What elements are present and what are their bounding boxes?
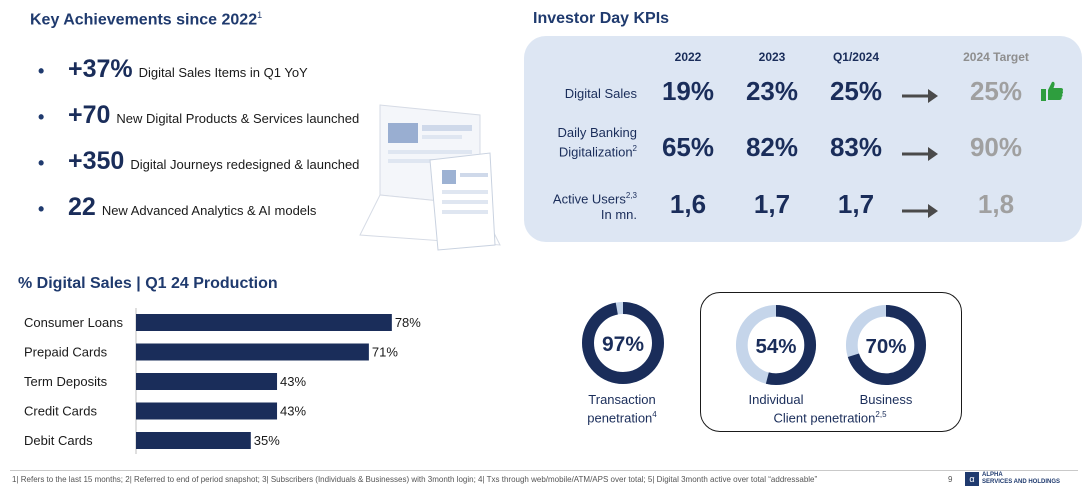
donut-value-label: 97% bbox=[602, 333, 644, 356]
kpi-value: 25% bbox=[829, 76, 883, 106]
page-number: 9 bbox=[948, 475, 953, 484]
arrow-right-icon bbox=[902, 147, 938, 161]
kpi-value: 1,6 bbox=[669, 189, 707, 219]
donut-value-label: 70% bbox=[865, 335, 906, 358]
achievement-item: • +350 Digital Journeys redesigned & lau… bbox=[38, 147, 360, 175]
thumbs-up-icon bbox=[1041, 81, 1064, 101]
achievement-item: • +70 New Digital Products & Services la… bbox=[38, 101, 360, 129]
data-label: 43% bbox=[280, 404, 306, 419]
category-label: Prepaid Cards bbox=[24, 345, 108, 360]
bullet-icon: • bbox=[38, 61, 45, 81]
alpha-logo-icon: α bbox=[965, 472, 979, 486]
donut-fill bbox=[735, 304, 817, 386]
data-label: 35% bbox=[254, 433, 280, 448]
kpi-panel bbox=[524, 36, 1082, 242]
data-label: 43% bbox=[280, 374, 306, 389]
laptop-illustration bbox=[359, 104, 501, 251]
bullet-icon: • bbox=[38, 153, 45, 173]
bullet-icon: • bbox=[38, 107, 45, 127]
kpi-target-value: 25% bbox=[969, 76, 1023, 106]
achievements-title: Key Achievements since 20221 bbox=[30, 10, 263, 29]
kpi-col-target: 2024 Target bbox=[963, 50, 1029, 64]
kpi-row-label: Daily Banking Digitalization2 bbox=[557, 125, 638, 160]
achievements-list: • +37% Digital Sales Items in Q1 YoY • +… bbox=[38, 55, 388, 239]
digital-sales-bar-chart: Consumer Loans 78% Prepaid Cards 71% Term De… bbox=[24, 308, 421, 454]
donut-value-label: 54% bbox=[755, 335, 796, 358]
data-label: 78% bbox=[395, 315, 421, 330]
kpi-col-2022: 2022 bbox=[674, 50, 702, 64]
alpha-logo: α ALPHA SERVICES AND HOLDINGS bbox=[965, 472, 1060, 486]
kpi-value: 82% bbox=[745, 132, 799, 162]
client-penetration-caption: Client penetration2,5 bbox=[773, 410, 887, 426]
kpi-value: 83% bbox=[829, 132, 883, 162]
kpi-col-2023: 2023 bbox=[758, 50, 786, 64]
kpi-row-label: Digital Sales bbox=[564, 86, 637, 101]
kpi-value: 1,7 bbox=[753, 189, 791, 219]
business-caption: Business bbox=[859, 392, 913, 407]
donut-fill bbox=[845, 304, 927, 386]
category-label: Consumer Loans bbox=[24, 315, 123, 330]
client-penetration-box bbox=[700, 292, 962, 432]
arrow-right-icon bbox=[902, 204, 938, 218]
kpi-col-q1-2024: Q1/2024 bbox=[832, 50, 880, 64]
alpha-logo-text: ALPHA SERVICES AND HOLDINGS bbox=[982, 472, 1061, 485]
achievement-item: • +37% Digital Sales Items in Q1 YoY bbox=[38, 55, 308, 83]
bar bbox=[136, 402, 278, 420]
transaction-penetration-donut: 97% bbox=[582, 302, 664, 384]
individual-caption: Individual bbox=[748, 392, 804, 407]
kpis-title: Investor Day KPIs bbox=[533, 10, 670, 27]
kpi-value: 1,7 bbox=[837, 189, 875, 219]
business-penetration-donut: 70% bbox=[845, 304, 927, 386]
bullet-icon: • bbox=[38, 199, 45, 219]
kpi-value: 19% bbox=[661, 76, 715, 106]
bar bbox=[136, 432, 251, 449]
donut-fill bbox=[582, 302, 664, 384]
footnote: 1| Refers to the last 15 months; 2| Refe… bbox=[12, 475, 818, 484]
category-label: Debit Cards bbox=[24, 433, 93, 448]
transaction-penetration-caption: Transaction penetration4 bbox=[587, 392, 657, 426]
arrow-right-icon bbox=[902, 89, 938, 103]
individual-penetration-donut: 54% bbox=[735, 304, 817, 386]
kpi-value: 23% bbox=[745, 76, 799, 106]
achievement-item: • 22 New Advanced Analytics & AI models bbox=[38, 193, 317, 221]
bar bbox=[136, 314, 392, 331]
kpi-target-value: 1,8 bbox=[977, 189, 1015, 219]
chart-title: % Digital Sales | Q1 24 Production bbox=[18, 275, 278, 292]
kpi-target-value: 90% bbox=[969, 132, 1023, 162]
bar bbox=[136, 373, 278, 390]
category-label: Credit Cards bbox=[24, 404, 97, 419]
kpi-row-label: Active Users2,3 In mn. bbox=[552, 191, 637, 223]
bar bbox=[136, 343, 369, 361]
data-label: 71% bbox=[372, 345, 398, 360]
category-label: Term Deposits bbox=[24, 374, 108, 389]
footer-divider bbox=[10, 470, 1078, 471]
kpi-value: 65% bbox=[661, 132, 715, 162]
